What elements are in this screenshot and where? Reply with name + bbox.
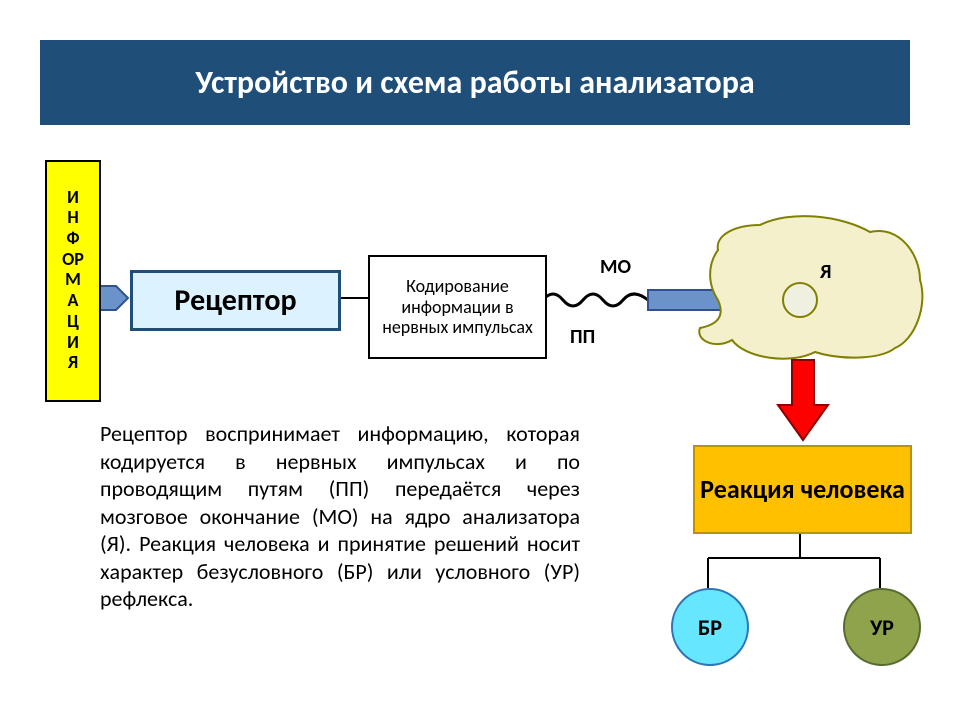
arrow-to-brain: [648, 280, 770, 320]
slide-root: Устройство и схема работы анализатора И …: [0, 0, 960, 720]
title-bar: Устройство и схема работы анализатора: [40, 40, 910, 125]
coding-box: Кодирование информации в нервных импульс…: [368, 255, 547, 359]
info-box: И Н Ф ОР М А Ц И Я: [45, 160, 101, 402]
receptor-box: Рецептор: [130, 270, 341, 331]
circle-br-text: БР: [698, 614, 722, 641]
title-text: Устройство и схема работы анализатора: [195, 63, 754, 102]
label-ya: Я: [820, 260, 831, 284]
brain-shape: [699, 216, 922, 359]
info-text: И Н Ф ОР М А Ц И Я: [62, 186, 84, 374]
receptor-text: Рецептор: [174, 282, 296, 319]
label-pp: ПП: [570, 325, 595, 349]
arrow-brain-to-reaction: [778, 360, 828, 440]
label-mo: МО: [600, 255, 631, 279]
nerve-wave: [543, 294, 648, 306]
brain-nucleus: [783, 283, 817, 317]
coding-text: Кодирование информации в нервных импульс…: [370, 276, 545, 338]
reaction-text: Реакция человека: [700, 475, 905, 505]
description-paragraph: Рецептор воспринимает информацию, котора…: [100, 420, 580, 613]
circle-ur: УР: [843, 588, 921, 666]
reaction-box: Реакция человека: [693, 445, 912, 534]
paragraph-text: Рецептор воспринимает информацию, котора…: [100, 420, 580, 612]
circle-ur-text: УР: [870, 614, 894, 641]
circle-br: БР: [671, 588, 749, 666]
